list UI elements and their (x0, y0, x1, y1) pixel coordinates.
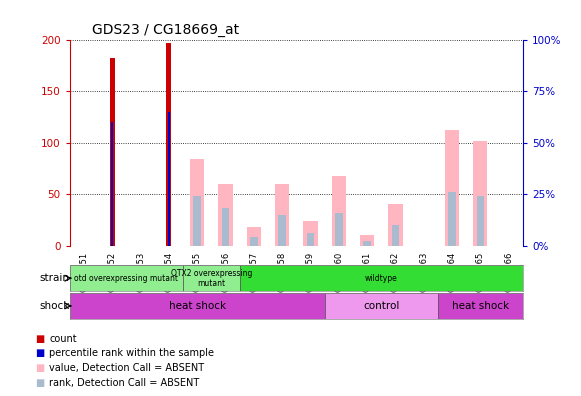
Bar (278, 215, 286, 246)
Text: heat shock: heat shock (168, 301, 226, 311)
Bar (275, 184, 289, 246)
Bar (332, 175, 346, 246)
Bar (307, 233, 314, 246)
Text: strain: strain (40, 273, 70, 283)
Bar (438, 293, 523, 319)
Bar (325, 293, 438, 319)
Text: ■: ■ (35, 333, 44, 344)
Text: GDS23 / CG18669_at: GDS23 / CG18669_at (92, 23, 239, 37)
Bar (392, 225, 399, 246)
Bar (183, 265, 239, 291)
Bar (70, 293, 325, 319)
Text: ■: ■ (35, 348, 44, 358)
Bar (476, 196, 485, 246)
Bar (448, 192, 456, 246)
Text: otd overexpressing mutant: otd overexpressing mutant (74, 274, 178, 283)
Text: heat shock: heat shock (452, 301, 509, 311)
Bar (221, 208, 229, 246)
Bar (388, 204, 403, 246)
Text: rank, Detection Call = ABSENT: rank, Detection Call = ABSENT (49, 377, 200, 388)
Bar (70, 265, 183, 291)
Text: OTX2 overexpressing
mutant: OTX2 overexpressing mutant (171, 269, 252, 287)
Bar (166, 43, 171, 246)
Text: percentile rank within the sample: percentile rank within the sample (49, 348, 214, 358)
Bar (303, 221, 318, 246)
Bar (335, 213, 343, 246)
Text: ■: ■ (35, 363, 44, 373)
Text: control: control (363, 301, 400, 311)
Bar (110, 58, 114, 246)
Bar (474, 141, 487, 246)
Bar (250, 237, 258, 246)
Bar (247, 227, 261, 246)
Bar (363, 242, 371, 246)
Bar (111, 122, 113, 246)
Bar (190, 159, 205, 246)
Text: wildtype: wildtype (365, 274, 397, 283)
Text: shock: shock (40, 301, 70, 311)
Text: ■: ■ (35, 377, 44, 388)
Bar (167, 112, 170, 246)
Bar (445, 130, 459, 246)
Bar (218, 184, 232, 246)
Bar (193, 196, 201, 246)
Text: value, Detection Call = ABSENT: value, Detection Call = ABSENT (49, 363, 205, 373)
Text: count: count (49, 333, 77, 344)
Bar (239, 265, 523, 291)
Bar (360, 235, 374, 246)
